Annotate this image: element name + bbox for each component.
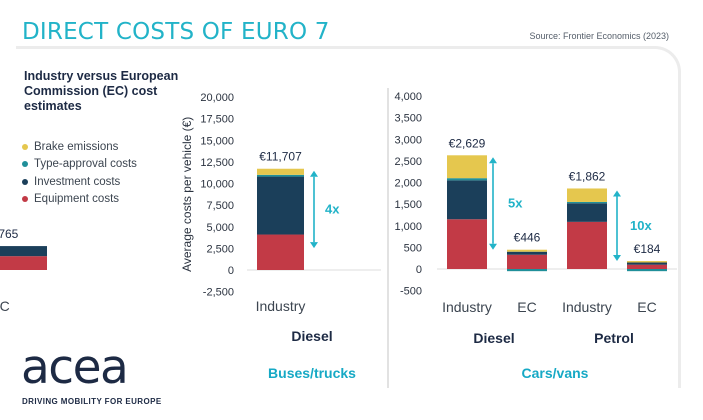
- ratio-arrow-head-up: [489, 157, 497, 164]
- ratio-arrow-head-up: [613, 190, 621, 197]
- legend-label: Equipment costs: [34, 193, 120, 206]
- bar-total-label: €184: [634, 242, 661, 256]
- bar-segment-type-approval: [627, 269, 667, 272]
- legend-swatch-equipment: [22, 196, 28, 203]
- acea-logo: acea: [21, 340, 129, 395]
- bar-segment-investment: [567, 203, 607, 222]
- ratio-arrow-head-down: [613, 255, 621, 262]
- ratio-arrow-head-up: [310, 170, 318, 177]
- bar-segment-type-approval: [567, 201, 607, 204]
- ratio-arrow-head-down: [489, 243, 497, 250]
- y-tick-label: 2,500: [206, 243, 234, 255]
- vehicle-group-label: Cars/vans: [522, 365, 589, 381]
- bar-segment-investment: [627, 262, 667, 265]
- chart-subtitle: Industry versus European Commission (EC)…: [24, 69, 179, 113]
- bar-segment-type-approval: [257, 174, 304, 177]
- legend-label: Type-approval costs: [34, 158, 137, 171]
- legend-swatch-type-approval: [22, 161, 28, 168]
- subgroup-label: Petrol: [594, 330, 634, 346]
- legend-label: Investment costs: [34, 175, 121, 188]
- bar-segment-brake: [257, 168, 304, 175]
- y-tick-label: 1,000: [394, 221, 422, 233]
- ratio-arrow-head-down: [310, 242, 318, 249]
- bar-segment-brake: [567, 188, 607, 202]
- ratio-label: 4x: [325, 201, 340, 216]
- legend-item-type-approval: Type-approval costs: [22, 156, 137, 174]
- bar-segment-investment: [507, 251, 547, 255]
- bar-segment-type-approval: [507, 269, 547, 272]
- bar-total-label: €1,862: [569, 169, 606, 183]
- bar-segment-brake: [447, 155, 487, 179]
- bar-total-label: €11,707: [259, 150, 302, 164]
- bar-segment-investment: [0, 246, 47, 257]
- bar-segment-equipment: [0, 256, 47, 270]
- panel-frame: [16, 46, 681, 388]
- y-tick-label: 1,500: [394, 199, 422, 211]
- y-tick-label: 0: [416, 264, 422, 276]
- category-label: EC: [637, 299, 656, 315]
- category-label: Industry: [256, 298, 306, 314]
- category-label: EC: [517, 299, 536, 315]
- bar-segment-equipment: [257, 234, 304, 270]
- y-tick-label: 3,000: [394, 134, 422, 146]
- y-tick-label: 500: [404, 242, 422, 254]
- logo-tagline: DRIVING MOBILITY FOR EUROPE: [22, 397, 162, 406]
- legend-label: Brake emissions: [34, 140, 119, 153]
- y-tick-label: 2,000: [394, 178, 422, 190]
- y-tick-label: 7,500: [206, 200, 234, 212]
- y-tick-label: -2,500: [203, 287, 234, 299]
- legend-item-brake-emissions: Brake emissions: [22, 138, 137, 156]
- y-tick-label: 10,000: [200, 179, 234, 191]
- source-note: Source: Frontier Economics (2023): [529, 31, 669, 41]
- ratio-label: 5x: [508, 196, 523, 211]
- y-tick-label: 5,000: [206, 222, 234, 234]
- bar-segment-type-approval: [447, 178, 487, 181]
- y-tick-label: 17,500: [200, 114, 234, 126]
- bar-segment-investment: [447, 180, 487, 220]
- bar-segment-investment: [257, 176, 304, 235]
- subgroup-label: Diesel: [473, 330, 514, 346]
- page-title: DIRECT COSTS OF EURO 7: [22, 19, 330, 45]
- bar-total-label: €2,629: [449, 136, 486, 150]
- y-tick-label: 3,500: [394, 113, 422, 125]
- bar-segment-brake: [627, 261, 667, 263]
- y-tick-label: 0: [228, 265, 234, 277]
- category-label: EC: [0, 298, 10, 314]
- y-tick-label: 15,000: [200, 135, 234, 147]
- bar-segment-equipment: [507, 254, 547, 269]
- legend-swatch-brake: [22, 143, 28, 150]
- category-label: Industry: [562, 299, 612, 315]
- y-tick-label: 12,500: [200, 157, 234, 169]
- bar-total-label: €2,765: [0, 227, 19, 241]
- y-tick-label: 2,500: [394, 156, 422, 168]
- y-tick-label: 20,000: [200, 92, 234, 104]
- legend-item-investment: Investment costs: [22, 173, 137, 191]
- legend-swatch-investment: [22, 178, 28, 185]
- bar-segment-brake: [507, 249, 547, 252]
- bar-segment-equipment: [627, 264, 667, 269]
- vehicle-group-label: Buses/trucks: [268, 365, 356, 381]
- y-tick-label: -500: [400, 286, 422, 298]
- bar-segment-equipment: [567, 221, 607, 269]
- ratio-label: 10x: [630, 218, 652, 233]
- legend-item-equipment: Equipment costs: [22, 191, 137, 209]
- legend: Brake emissions Type-approval costs Inve…: [22, 138, 137, 208]
- subgroup-label: Diesel: [291, 328, 332, 344]
- y-axis-title: Average costs per vehicle (€): [180, 117, 194, 272]
- category-label: Industry: [442, 299, 492, 315]
- bar-total-label: €446: [514, 231, 541, 245]
- y-tick-label: 4,000: [394, 91, 422, 103]
- bar-segment-equipment: [447, 219, 487, 269]
